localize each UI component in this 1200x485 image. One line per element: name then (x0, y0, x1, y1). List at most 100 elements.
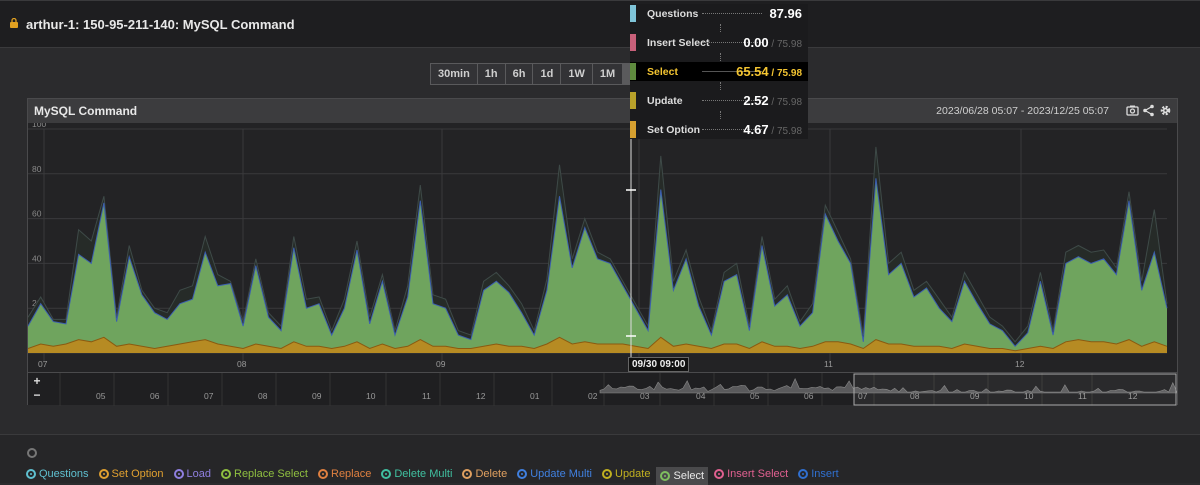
tooltip-separator (630, 23, 808, 33)
navigator[interactable]: 05 06 07 08 09 10 11 12 01 02 03 04 05 06 07 08 09 10 11 12… (28, 372, 1177, 406)
nav-month-label: 11 (1078, 391, 1087, 401)
nav-month-label: 03 (640, 391, 650, 401)
gear-icon[interactable] (1159, 104, 1172, 117)
nav-month-label: 09 (970, 391, 980, 401)
legend-item-replace-select[interactable]: Replace Select (221, 467, 308, 481)
camera-icon[interactable] (1126, 104, 1139, 117)
nav-month-label: 08 (258, 391, 268, 401)
legend-item-update-multi[interactable]: Update Multi (517, 467, 592, 481)
zoom-in-button[interactable]: + (33, 374, 41, 388)
nav-month-label: 11 (422, 391, 431, 401)
tooltip-value: 2.52 / 75.98 (743, 93, 802, 108)
legend-label: Questions (39, 468, 89, 480)
nav-month-label: 01 (530, 391, 540, 401)
tooltip-row: Questions 87.96 (630, 4, 808, 23)
nav-month-label: 04 (696, 391, 706, 401)
nav-month-label: 08 (910, 391, 920, 401)
legend-label: Update Multi (530, 468, 592, 480)
tooltip-total: / 75.98 (768, 126, 802, 137)
area-chart[interactable]: 020406080100070809101112 (28, 123, 1177, 372)
page-title: arthur-1: 150-95-211-140: MySQL Command (26, 17, 295, 32)
tooltip-series-name: Update (647, 94, 683, 107)
tooltip-row: Select 65.54 / 75.98 (630, 62, 808, 81)
legend-label: Delete Multi (394, 468, 453, 480)
range-button-1m[interactable]: 1M (591, 63, 624, 85)
legend-item-delete-multi[interactable]: Delete Multi (381, 467, 452, 481)
legend-item-replace[interactable]: Replace (318, 467, 371, 481)
nav-overview-series (599, 377, 1177, 394)
range-button-1h[interactable]: 1h (476, 63, 506, 85)
legend-item-insert-select[interactable]: Insert Select (714, 467, 788, 481)
panel-title: MySQL Command (34, 104, 138, 118)
legend-circle-icon (381, 469, 392, 479)
set-option-area (28, 337, 1167, 353)
nav-month-label: 07 (858, 391, 868, 401)
legend-circle-icon (517, 469, 528, 479)
tooltip-leader-line (702, 13, 762, 14)
legend-label: Replace (331, 468, 372, 480)
nav-month-label: 05 (96, 391, 106, 401)
tooltip-separator (630, 81, 808, 91)
range-button-1w[interactable]: 1W (560, 63, 593, 85)
navigator-overview[interactable]: 05 06 07 08 09 10 11 12 01 02 03 04 05 06 07 08 09 10 11 12 (28, 373, 1177, 406)
tooltip-swatch (630, 63, 636, 80)
tooltip-total: / 75.98 (768, 39, 802, 50)
legend-item-load[interactable]: Load (173, 467, 211, 481)
tooltip-series-name: Questions (647, 7, 699, 20)
tooltip-leader-line (702, 100, 762, 101)
nav-month-label: 07 (204, 391, 214, 401)
range-button-1d[interactable]: 1d (532, 63, 562, 85)
cursor-time-label: 09/30 09:00 (628, 357, 690, 372)
hover-tooltip: Questions 87.96 Insert Select 0.00 / 75.98 S… (630, 4, 808, 139)
tooltip-row: Insert Select 0.00 / 75.98 (630, 33, 808, 52)
nav-month-label: 06 (804, 391, 814, 401)
legend-circle-icon (26, 469, 36, 479)
nav-month-label: 10 (1024, 391, 1034, 401)
tooltip-value: 0.00 / 75.98 (743, 35, 802, 50)
time-range-selector: 30min1h6h1d1W1M6 (430, 63, 645, 85)
legend-label: Set Option (111, 468, 164, 480)
legend-circle-icon (798, 469, 809, 479)
y-tick-label: 80 (32, 164, 42, 174)
legend-circle-icon (221, 469, 231, 479)
share-icon[interactable] (1142, 104, 1155, 117)
tooltip-value: 87.96 (769, 6, 802, 21)
set-option-line (28, 336, 1168, 352)
tooltip-swatch (630, 34, 636, 51)
zoom-out-button[interactable]: − (33, 388, 41, 402)
tooltip-swatch (630, 5, 636, 22)
legend-circle-icon (714, 469, 725, 479)
legend-item-insert[interactable]: Insert (798, 467, 839, 481)
nav-selection-window (853, 373, 1177, 406)
nav-month-label: 09 (312, 391, 322, 401)
tooltip-value: 4.67 / 75.98 (743, 122, 802, 137)
tooltip-series-name: Set Option (647, 123, 701, 136)
x-tick-label: 12 (1015, 359, 1025, 369)
x-tick-label: 09 (436, 359, 446, 369)
range-button-30min[interactable]: 30min (430, 63, 478, 85)
legend-item-select[interactable]: Select (656, 467, 709, 485)
legend-item-delete[interactable]: Delete (462, 467, 507, 481)
legend-label: Select (673, 470, 705, 482)
legend-item-questions[interactable]: Questions (26, 467, 89, 481)
toggle-all-circle-icon[interactable] (27, 448, 37, 458)
tooltip-series-name: Select (647, 65, 678, 78)
y-tick-label: 40 (32, 253, 42, 263)
legend-item-update[interactable]: Update (602, 467, 650, 481)
nav-month-label: 10 (366, 391, 376, 401)
legend-circle-icon (602, 469, 612, 479)
date-range: 2023/06/28 05:07 - 2023/12/25 05:07 (936, 105, 1109, 117)
legend-circle-icon (98, 469, 109, 479)
tooltip-swatch (630, 121, 636, 138)
tooltip-separator (630, 52, 808, 62)
legend-item-set-option[interactable]: Set Option (98, 467, 164, 481)
x-tick-label: 08 (237, 359, 247, 369)
chart-panel: MySQL Command 2023/06/28 05:07 - 2023/12… (27, 98, 1178, 406)
range-button-6h[interactable]: 6h (504, 63, 534, 85)
nav-month-label: 06 (150, 391, 160, 401)
nav-month-label: 12 (476, 391, 486, 401)
y-tick-label: 100 (32, 123, 46, 129)
tooltip-row: Set Option 4.67 / 75.98 (630, 120, 808, 139)
tooltip-separator (630, 110, 808, 120)
legend-label: Insert Select (727, 468, 789, 480)
